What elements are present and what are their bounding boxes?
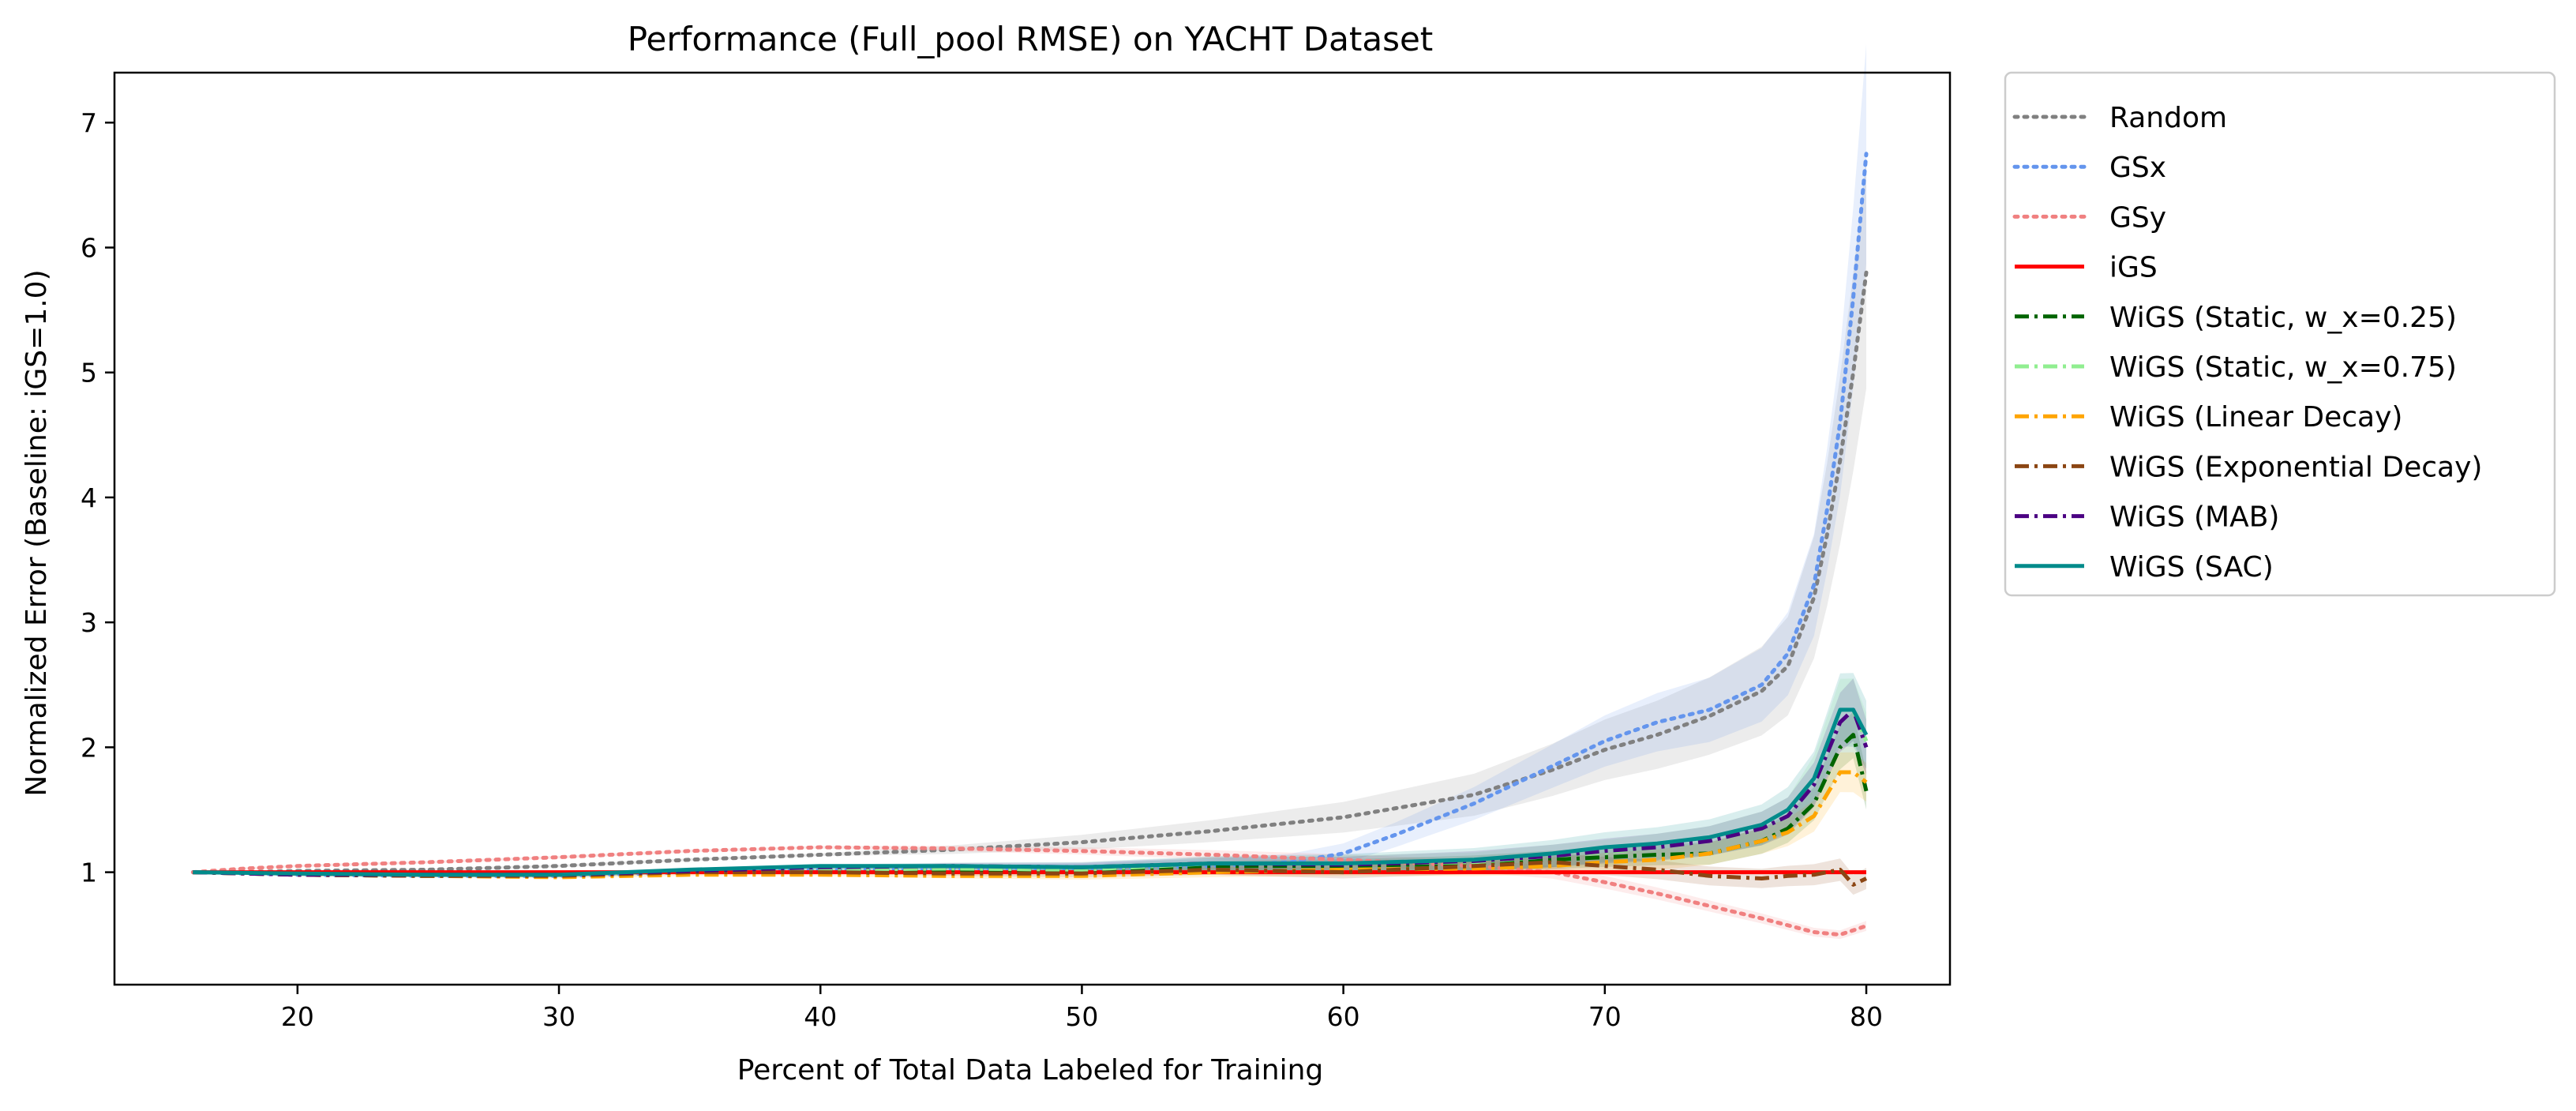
- legend-label: Random: [2109, 102, 2227, 134]
- y-axis-label: Normalized Error (Baseline: iGS=1.0): [21, 269, 53, 796]
- legend-label: WiGS (Static, w_x=0.25): [2109, 302, 2457, 334]
- legend-label: WiGS (Linear Decay): [2109, 401, 2402, 434]
- series-line-9: [193, 708, 1869, 877]
- band-4: [193, 711, 1867, 877]
- x-tick-label: 30: [542, 1001, 576, 1032]
- legend-frame: [2004, 71, 2556, 597]
- y-axis-ticks: 1 2 3 4 5 6 7: [81, 107, 114, 888]
- y-tick-label: 1: [81, 858, 97, 888]
- y-tick-label: 7: [81, 107, 97, 138]
- x-axis-ticks: 20 30 40 50 60 70 80: [281, 985, 1883, 1032]
- legend-label: WiGS (Exponential Decay): [2109, 451, 2482, 483]
- series-line-2: [190, 845, 1869, 937]
- legend-label: GSx: [2109, 152, 2166, 184]
- series-lines: [190, 152, 1869, 937]
- legend-label: iGS: [2109, 252, 2158, 284]
- legend: Random GSx GSy iGS WiGS (Static, w_x=0.25) Wi…: [2004, 71, 2556, 597]
- y-tick-label: 6: [81, 233, 97, 264]
- x-tick-label: 20: [281, 1001, 314, 1032]
- legend-label: GSy: [2109, 201, 2166, 234]
- y-tick-label: 2: [81, 732, 97, 763]
- y-tick-label: 5: [81, 358, 97, 388]
- x-tick-label: 60: [1327, 1001, 1360, 1032]
- series-line-1: [190, 152, 1869, 878]
- x-tick-label: 40: [804, 1001, 837, 1032]
- legend-label: WiGS (Static, w_x=0.75): [2109, 351, 2457, 384]
- x-axis-label: Percent of Total Data Labeled for Traini…: [737, 1054, 1324, 1087]
- legend-label: WiGS (SAC): [2109, 551, 2274, 584]
- legend-label: WiGS (MAB): [2109, 501, 2279, 534]
- y-tick-label: 3: [81, 607, 97, 638]
- plot-frame: [113, 71, 1952, 986]
- x-tick-label: 70: [1588, 1001, 1622, 1032]
- x-tick-label: 50: [1065, 1001, 1098, 1032]
- x-tick-label: 80: [1850, 1001, 1883, 1032]
- chart-title: Performance (Full_pool RMSE) on YACHT Da…: [628, 20, 1434, 58]
- y-tick-label: 4: [81, 482, 97, 513]
- series-line-0: [190, 270, 1869, 875]
